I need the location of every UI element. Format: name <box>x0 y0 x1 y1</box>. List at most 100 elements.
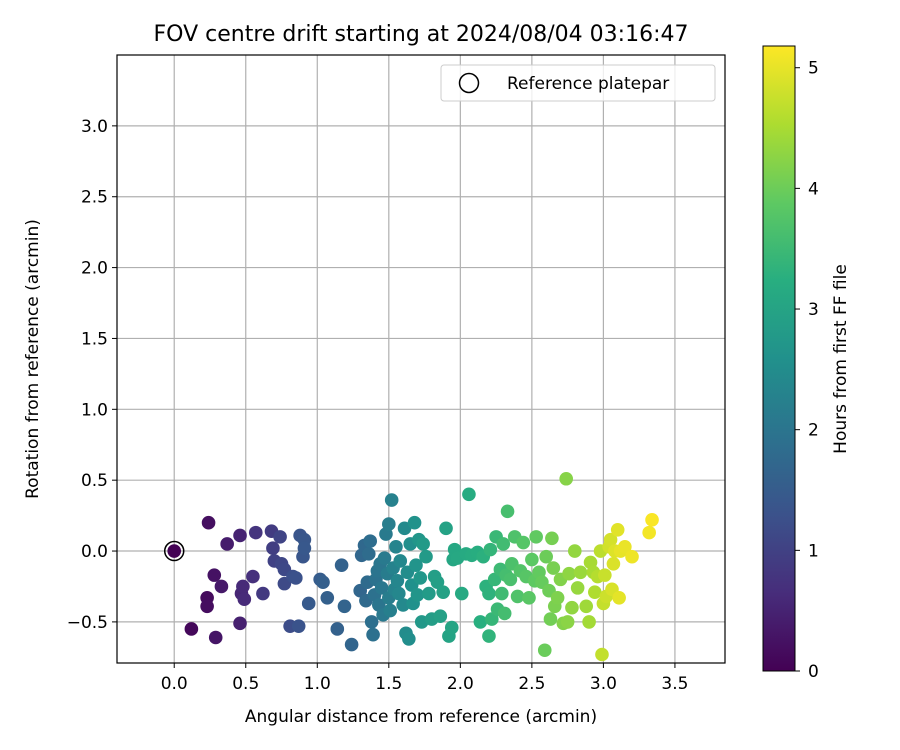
scatter-point-109 <box>487 572 502 587</box>
x-tick-label-0: 0.0 <box>161 674 188 694</box>
scatter-point-60 <box>382 517 396 531</box>
colorbar-ticks: 0 1 2 3 4 5 <box>795 59 819 682</box>
scatter-point-128 <box>529 530 543 544</box>
scatter-point-114 <box>496 537 511 551</box>
scatter-point-13 <box>237 592 252 607</box>
scatter-point-8 <box>220 537 234 551</box>
scatter-point-68 <box>393 554 408 568</box>
scatter-point-126 <box>525 552 539 567</box>
scatter-point-73 <box>402 632 416 646</box>
y-axis-label: Rotation from reference (arcmin) <box>23 219 43 499</box>
colorbar-tick-label-2: 2 <box>808 421 819 441</box>
x-axis-ticks: 0.0 0.5 1.0 1.5 2.0 2.5 3.0 3.5 <box>161 663 688 694</box>
scatter-point-164 <box>610 522 625 537</box>
colorbar-gradient <box>762 45 796 672</box>
colorbar: 0 1 2 3 4 5 Hours from first FF file <box>762 45 851 682</box>
scatter-point-70 <box>397 521 412 536</box>
scatter-point-7 <box>214 579 229 594</box>
scatter-point-38 <box>337 599 352 614</box>
scatter-point-5 <box>207 568 222 582</box>
scatter-point-149 <box>582 615 596 629</box>
scatter-point-155 <box>595 647 609 662</box>
y-tick-label-0: −0.5 <box>67 613 108 633</box>
scatter-point-79 <box>410 588 425 602</box>
y-tick-label-3: 1.0 <box>81 400 108 420</box>
scatter-points <box>167 471 659 662</box>
scatter-point-18 <box>266 541 280 556</box>
scatter-point-162 <box>606 556 621 571</box>
scatter-point-36 <box>330 622 345 636</box>
y-tick-label-4: 1.5 <box>81 329 108 349</box>
scatter-point-170 <box>645 513 659 527</box>
scatter-point-118 <box>503 572 518 587</box>
scatter-point-62 <box>384 493 399 507</box>
scatter-point-67 <box>392 586 406 601</box>
colorbar-tick-label-3: 3 <box>808 300 819 320</box>
scatter-point-142 <box>560 615 575 629</box>
y-tick-label-5: 2.0 <box>81 259 108 279</box>
scatter-point-160 <box>603 532 618 547</box>
y-tick-label-7: 3.0 <box>81 117 108 137</box>
scatter-point-148 <box>579 599 594 614</box>
scatter-point-3 <box>200 599 214 614</box>
x-tick-label-4: 2.0 <box>447 674 474 694</box>
scatter-point-157 <box>598 568 612 582</box>
scatter-point-26 <box>289 571 303 585</box>
scatter-point-146 <box>570 581 585 595</box>
legend-box <box>440 64 716 102</box>
y-tick-label-1: 0.0 <box>81 542 108 562</box>
scatter-point-90 <box>436 585 450 599</box>
scatter-point-69 <box>396 598 410 612</box>
reference-platepar-marker <box>163 540 185 562</box>
colorbar-label: Hours from first FF file <box>831 264 851 454</box>
scatter-point-125 <box>522 591 536 605</box>
x-tick-label-6: 3.0 <box>590 674 617 694</box>
scatter-point-136 <box>546 561 561 575</box>
y-tick-label-2: 0.5 <box>81 471 108 491</box>
scatter-point-88 <box>430 575 445 590</box>
colorbar-tick-label-4: 4 <box>808 179 819 199</box>
scatter-point-168 <box>625 549 639 564</box>
scatter-point-32 <box>301 596 316 611</box>
colorbar-tick-label-1: 1 <box>808 541 819 561</box>
scatter-point-37 <box>334 558 349 573</box>
scatter-point-132 <box>539 549 553 564</box>
scatter-point-39 <box>344 637 359 652</box>
chart-title: FOV centre drift starting at 2024/08/04 … <box>154 22 689 47</box>
scatter-point-107 <box>483 542 498 557</box>
scatter-point-91 <box>439 521 453 536</box>
scatter-point-106 <box>482 629 496 643</box>
scatter-point-78 <box>409 558 423 573</box>
scatter-point-20 <box>273 530 287 544</box>
scatter-point-54 <box>374 581 389 595</box>
scatter-point-147 <box>573 565 588 580</box>
scatter-point-47 <box>364 615 379 629</box>
scatter-point-81 <box>413 571 428 585</box>
scatter-point-34 <box>316 575 330 590</box>
scatter-point-65 <box>389 539 403 554</box>
scatter-point-85 <box>422 586 436 601</box>
scatter-point-105 <box>482 586 496 601</box>
x-tick-label-2: 1.0 <box>304 674 331 694</box>
scatter-point-144 <box>565 600 579 615</box>
scatter-point-169 <box>642 525 656 540</box>
scatter-point-35 <box>320 591 335 605</box>
scatter-point-138 <box>550 591 565 605</box>
scatter-point-99 <box>462 487 476 502</box>
scatter-point-0 <box>167 544 182 558</box>
scatter-point-141 <box>559 471 574 486</box>
scatter-point-56 <box>377 551 392 565</box>
scatter-point-84 <box>419 549 433 564</box>
scatter-point-15 <box>248 525 263 540</box>
scatter-point-93 <box>444 620 459 635</box>
scatter-point-135 <box>545 531 559 546</box>
y-axis-ticks: −0.5 0.0 0.5 1.0 1.5 2.0 2.5 3.0 <box>67 117 117 633</box>
legend: Reference platepar <box>440 64 716 102</box>
plot-frame <box>116 54 726 664</box>
scatter-point-131 <box>537 643 552 658</box>
legend-marker-reference <box>458 72 480 94</box>
x-tick-label-1: 0.5 <box>232 674 259 694</box>
scatter-point-121 <box>510 589 525 604</box>
scatter-point-108 <box>485 612 499 626</box>
